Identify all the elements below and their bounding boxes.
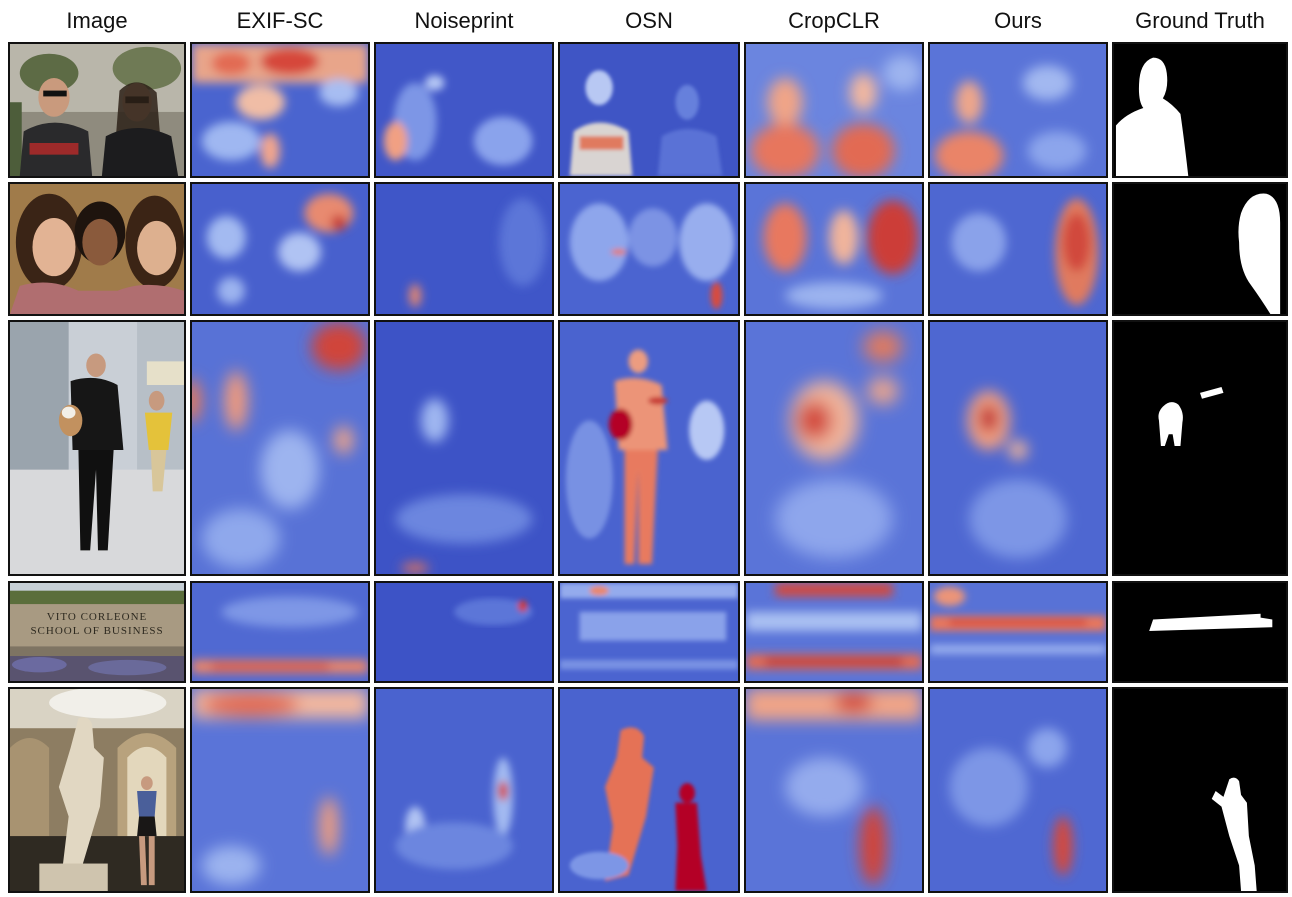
column-header-noiseprint: Noiseprint <box>414 8 514 33</box>
row3-ours-heatmap <box>928 320 1108 576</box>
row5-exif-sc-heatmap <box>190 687 370 893</box>
row3-exif-sc-heatmap <box>190 320 370 576</box>
row4-exif-sc-heatmap <box>190 581 370 683</box>
row4-ours-heatmap <box>928 581 1108 683</box>
row4-osn-heatmap <box>558 581 740 683</box>
column-header-ours: Ours <box>994 8 1042 33</box>
row1-cropclr-heatmap <box>744 42 924 178</box>
column-header-cropclr: CropCLR <box>788 8 880 33</box>
row1-ours-heatmap <box>928 42 1108 178</box>
column-header-osn: OSN <box>625 8 673 33</box>
row5-ours-heatmap <box>928 687 1108 893</box>
row5-input-image <box>8 687 186 893</box>
row1-ground-truth-mask <box>1112 42 1288 178</box>
row5-cropclr-heatmap <box>744 687 924 893</box>
column-header-exif-sc: EXIF-SC <box>236 8 324 33</box>
row1-noiseprint-heatmap <box>374 42 554 178</box>
row2-cropclr-heatmap <box>744 182 924 316</box>
column-header-ground-truth: Ground Truth <box>1135 8 1265 33</box>
row3-osn-heatmap <box>558 320 740 576</box>
row1-osn-heatmap <box>558 42 740 178</box>
row4-input-image: VITO CORLEONE SCHOOL OF BUSINESS <box>8 581 186 683</box>
row4-noiseprint-heatmap <box>374 581 554 683</box>
row2-ours-heatmap <box>928 182 1108 316</box>
column-header-image: Image <box>66 8 128 33</box>
row4-sign-line-1: VITO CORLEONE <box>46 611 148 623</box>
row5-noiseprint-heatmap <box>374 687 554 893</box>
row3-noiseprint-heatmap <box>374 320 554 576</box>
row5-ground-truth-mask <box>1112 687 1288 893</box>
row4-sign-line-2: SCHOOL OF BUSINESS <box>30 625 164 637</box>
row2-input-image <box>8 182 186 316</box>
row3-cropclr-heatmap <box>744 320 924 576</box>
row3-ground-truth-mask <box>1112 320 1288 576</box>
row2-osn-heatmap <box>558 182 740 316</box>
row1-input-image <box>8 42 186 178</box>
row1-exif-sc-heatmap <box>190 42 370 178</box>
row2-ground-truth-mask <box>1112 182 1288 316</box>
row4-cropclr-heatmap <box>744 581 924 683</box>
row5-osn-heatmap <box>558 687 740 893</box>
row3-input-image <box>8 320 186 576</box>
row2-exif-sc-heatmap <box>190 182 370 316</box>
row2-noiseprint-heatmap <box>374 182 554 316</box>
row4-ground-truth-mask <box>1112 581 1288 683</box>
